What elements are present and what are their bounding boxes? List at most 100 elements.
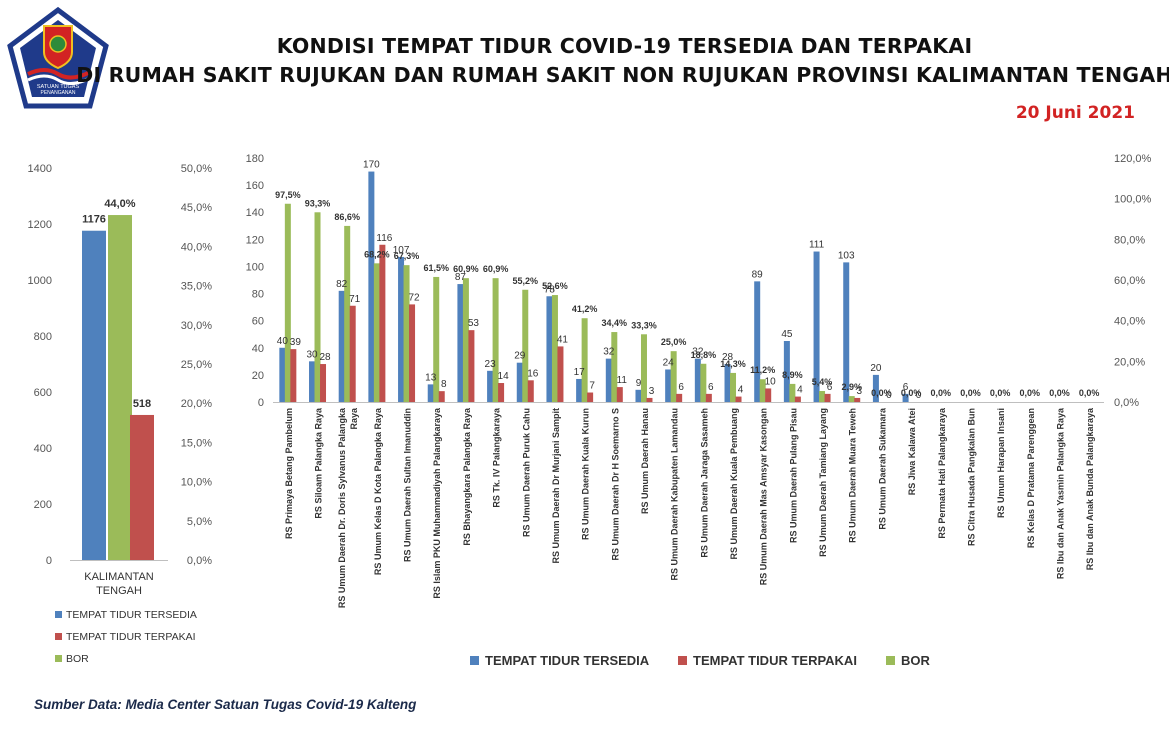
data-label-bor: 0,0% [931, 388, 952, 398]
bar-bor [403, 265, 410, 402]
legend-swatch [55, 655, 62, 662]
data-label-bor: 0,0% [871, 388, 892, 398]
chart-title-line1: KONDISI TEMPAT TIDUR COVID-19 TERSEDIA D… [276, 34, 973, 58]
right-axis-tick-label: 80,0% [1114, 234, 1145, 246]
bar-tempat-tidur-tersedia [279, 347, 286, 402]
data-label-bor: 55,2% [513, 276, 539, 286]
bar-tempat-tidur-tersedia [368, 171, 375, 402]
report-date: 20 Juni 2021 [1015, 103, 1135, 123]
bar-tempat-tidur-terpakai [320, 364, 327, 402]
right-axis-tick-label: 0,0% [1114, 397, 1139, 409]
satgas-covid19-logo: SATUAN TUGAS PENANGANAN COVID-19 [7, 6, 109, 109]
bar-tempat-tidur-tersedia [665, 369, 672, 402]
data-label-terpakai: 4 [797, 385, 803, 396]
legend-swatch [886, 656, 895, 665]
data-label-bor: 5,4% [812, 377, 833, 387]
legend-label: TEMPAT TIDUR TERSEDIA [485, 653, 650, 668]
category-label: Raya [349, 407, 359, 430]
right-axis-tick-label: 30,0% [181, 320, 212, 332]
bar-tempat-tidur-terpakai [438, 391, 445, 402]
bar-bor [640, 334, 647, 402]
data-label-tersedia: 89 [752, 269, 764, 280]
data-label-tersedia: 9 [636, 378, 642, 389]
bar-tempat-tidur-tersedia [427, 384, 434, 402]
data-label-bor: 0,0% [1079, 388, 1100, 398]
category-label: RS Kelas D Pratama Parenggean [1026, 408, 1036, 548]
data-label-bor: 18,8% [691, 350, 717, 360]
logo-text-2: PENANGANAN [40, 90, 75, 96]
legend-label: BOR [901, 653, 931, 668]
data-label-bor: 67,3% [394, 251, 420, 261]
data-label: 1176 [82, 214, 106, 226]
category-label: RS Primaya Betang Pambelum [284, 408, 294, 539]
category-label: RS Umum Daerah Hanau [640, 408, 650, 514]
left-axis-tick-label: 600 [34, 387, 52, 399]
data-label-bor: 34,4% [602, 318, 628, 328]
bar-tempat-tidur-terpakai [498, 383, 505, 402]
data-label-terpakai: 3 [649, 386, 655, 397]
data-label-terpakai: 7 [589, 381, 595, 392]
data-label-bor: 33,3% [631, 320, 657, 330]
data-label-terpakai: 6 [678, 382, 684, 393]
data-label-tersedia: 111 [809, 240, 825, 251]
category-label: RS Umum Daerah Dr Murjani Sampit [551, 408, 561, 564]
data-label-terpakai: 72 [408, 292, 420, 303]
left-axis-tick-label: 0 [258, 397, 264, 409]
bar-bor [344, 225, 351, 402]
bar-tempat-tidur-terpakai [735, 396, 742, 402]
category-label: RS Umum Daerah Puruk Cahu [521, 408, 531, 537]
data-label-tersedia: 29 [514, 351, 526, 362]
bar-tempat-tidur-terpakai [130, 414, 154, 560]
bar-bor [373, 263, 380, 402]
bar-bor [108, 215, 132, 561]
category-label: RS Umum Daerah Dr H Soemarno S [610, 408, 620, 561]
left-axis-tick-label: 1200 [28, 219, 52, 231]
bar-tempat-tidur-tersedia [843, 262, 850, 402]
bar-tempat-tidur-terpakai [616, 387, 623, 402]
data-label-tersedia: 6 [903, 382, 909, 393]
bar-tempat-tidur-tersedia [82, 230, 106, 560]
bar-tempat-tidur-tersedia [813, 251, 820, 402]
left-axis-tick-label: 160 [246, 180, 264, 192]
bar-bor [551, 295, 558, 402]
bar-tempat-tidur-terpakai [765, 388, 772, 402]
right-axis-tick-label: 20,0% [1114, 356, 1145, 368]
bar-tempat-tidur-terpakai [290, 349, 297, 402]
data-label-tersedia: 20 [870, 363, 882, 374]
bar-bor [670, 351, 677, 402]
data-label-terpakai: 39 [290, 337, 302, 348]
data-label-bor: 0,0% [990, 388, 1011, 398]
data-label-terpakai: 6 [708, 382, 714, 393]
category-label: RS Umum Kelas D Kota Palangka Raya [373, 407, 383, 575]
left-axis-tick-label: 120 [246, 234, 264, 246]
data-label-tersedia: 28 [722, 352, 734, 363]
category-label: RS Umum Daerah Kuala Pembuang [729, 408, 739, 560]
category-label: RS Siloam Palangka Raya [314, 407, 324, 519]
data-label-bor: 52,6% [542, 281, 568, 291]
data-label-tersedia: 170 [363, 160, 380, 171]
legend-swatch [55, 633, 62, 640]
bar-tempat-tidur-tersedia [576, 378, 583, 402]
bar-tempat-tidur-tersedia [338, 290, 345, 402]
category-label: RS Umum Daerah Kuala Kurun [581, 408, 591, 540]
left-axis-tick-label: 200 [34, 499, 52, 511]
right-axis-tick-label: 50,0% [181, 163, 212, 175]
data-label-bor: 61,5% [423, 263, 449, 273]
category-label: RS Permata Hati Palangkaraya [937, 407, 947, 539]
bar-tempat-tidur-tersedia [605, 358, 612, 402]
data-label-bor: 60,9% [483, 264, 509, 274]
data-label-bor: 41,2% [572, 304, 598, 314]
data-label-bor: 86,6% [334, 212, 360, 222]
data-label-bor: 60,9% [453, 264, 479, 274]
data-label-bor: 25,0% [661, 337, 687, 347]
bar-tempat-tidur-terpakai [705, 393, 712, 402]
bar-tempat-tidur-tersedia [516, 362, 523, 402]
bar-tempat-tidur-tersedia [309, 361, 316, 402]
data-label-bor: 0,0% [1020, 388, 1041, 398]
data-label-terpakai: 4 [738, 385, 744, 396]
category-label: RS Tk. IV Palangkaraya [492, 407, 502, 508]
bar-bor [522, 289, 529, 402]
data-label-terpakai: 10 [765, 376, 777, 387]
bar-bor [581, 318, 588, 402]
bar-tempat-tidur-tersedia [872, 374, 879, 402]
